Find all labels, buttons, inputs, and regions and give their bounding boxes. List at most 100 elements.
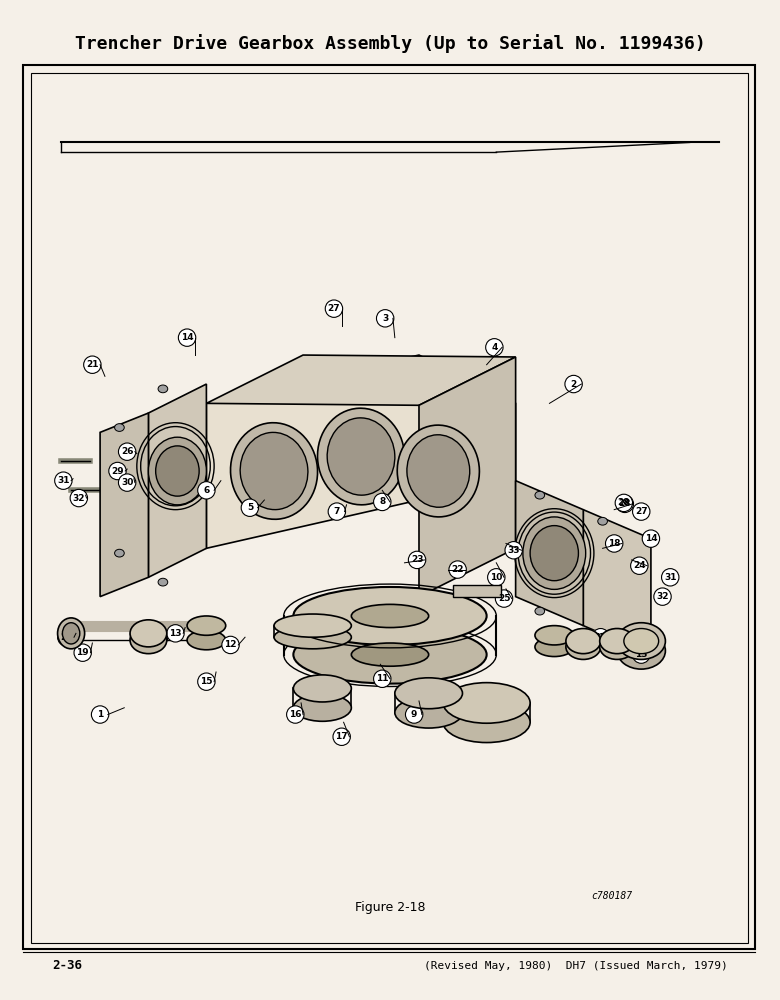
Circle shape: [328, 503, 346, 520]
Circle shape: [449, 561, 466, 578]
Ellipse shape: [535, 637, 573, 657]
Text: 28: 28: [618, 498, 630, 507]
Circle shape: [83, 356, 101, 373]
Polygon shape: [516, 481, 583, 626]
Ellipse shape: [274, 626, 351, 649]
Ellipse shape: [624, 629, 658, 654]
Ellipse shape: [600, 629, 634, 654]
Circle shape: [616, 495, 633, 513]
Text: 1: 1: [97, 710, 103, 719]
Circle shape: [409, 551, 426, 569]
Text: 30: 30: [121, 478, 133, 487]
Circle shape: [488, 569, 505, 586]
Text: 21: 21: [86, 360, 98, 369]
Circle shape: [374, 493, 391, 511]
Text: 2: 2: [570, 380, 576, 389]
Text: 13: 13: [635, 650, 647, 659]
Ellipse shape: [158, 578, 168, 586]
Ellipse shape: [115, 424, 124, 431]
Circle shape: [654, 588, 672, 605]
Text: 24: 24: [633, 561, 646, 570]
Circle shape: [119, 443, 136, 460]
Ellipse shape: [523, 517, 586, 589]
Circle shape: [119, 474, 136, 491]
Ellipse shape: [530, 526, 579, 581]
Ellipse shape: [130, 627, 167, 654]
Circle shape: [286, 706, 304, 723]
Ellipse shape: [274, 614, 351, 637]
Ellipse shape: [240, 432, 308, 510]
Ellipse shape: [62, 623, 80, 644]
Polygon shape: [207, 355, 516, 548]
Ellipse shape: [535, 491, 544, 499]
Circle shape: [197, 482, 215, 499]
Circle shape: [565, 375, 583, 393]
Circle shape: [108, 462, 126, 480]
Text: 22: 22: [452, 565, 464, 574]
Circle shape: [70, 489, 87, 507]
Text: 12: 12: [594, 633, 607, 642]
Polygon shape: [583, 510, 651, 655]
Ellipse shape: [397, 425, 480, 517]
Ellipse shape: [115, 549, 124, 557]
Circle shape: [633, 503, 650, 520]
Circle shape: [197, 673, 215, 690]
Text: 29: 29: [112, 467, 124, 476]
Text: 28: 28: [619, 499, 631, 508]
Text: 19: 19: [76, 648, 89, 657]
Ellipse shape: [566, 634, 601, 659]
Text: 25: 25: [498, 594, 510, 603]
Text: 18: 18: [608, 539, 620, 548]
Ellipse shape: [443, 702, 530, 743]
Circle shape: [167, 625, 184, 642]
Text: 12: 12: [225, 640, 237, 649]
Ellipse shape: [351, 604, 429, 628]
Circle shape: [377, 310, 394, 327]
Ellipse shape: [535, 607, 544, 615]
Ellipse shape: [535, 626, 573, 645]
Text: 2-36: 2-36: [51, 959, 82, 972]
Circle shape: [486, 339, 503, 356]
Text: 3: 3: [382, 314, 388, 323]
Text: 27: 27: [328, 304, 340, 313]
Ellipse shape: [187, 630, 225, 650]
Circle shape: [91, 706, 108, 723]
Text: 14: 14: [644, 534, 658, 543]
Circle shape: [58, 629, 75, 646]
Ellipse shape: [317, 408, 405, 505]
Ellipse shape: [158, 385, 168, 393]
Text: 4: 4: [491, 343, 498, 352]
Text: 10: 10: [490, 573, 502, 582]
Ellipse shape: [395, 678, 463, 709]
Ellipse shape: [395, 697, 463, 728]
Ellipse shape: [293, 587, 487, 645]
Circle shape: [615, 494, 633, 512]
Circle shape: [661, 569, 679, 586]
Text: 17: 17: [335, 732, 348, 741]
Text: 32: 32: [73, 494, 85, 503]
Circle shape: [222, 636, 239, 654]
Ellipse shape: [130, 620, 167, 647]
Text: 9: 9: [411, 710, 417, 719]
Ellipse shape: [231, 423, 317, 519]
Circle shape: [74, 644, 91, 661]
Ellipse shape: [187, 616, 225, 635]
Circle shape: [179, 329, 196, 346]
Circle shape: [406, 706, 423, 723]
Polygon shape: [419, 357, 516, 597]
Text: (Revised May, 1980)  DH7 (Issued March, 1979): (Revised May, 1980) DH7 (Issued March, 1…: [424, 961, 729, 971]
Circle shape: [630, 557, 648, 574]
Circle shape: [505, 542, 523, 559]
Circle shape: [325, 300, 342, 317]
Polygon shape: [207, 355, 516, 405]
Ellipse shape: [327, 418, 395, 495]
Text: 6: 6: [204, 486, 210, 495]
Circle shape: [605, 535, 623, 552]
Circle shape: [55, 472, 72, 489]
Text: 31: 31: [57, 476, 69, 485]
Ellipse shape: [293, 675, 351, 702]
Ellipse shape: [148, 437, 207, 505]
Text: 33: 33: [508, 546, 520, 555]
Ellipse shape: [566, 629, 601, 654]
Circle shape: [642, 530, 660, 547]
